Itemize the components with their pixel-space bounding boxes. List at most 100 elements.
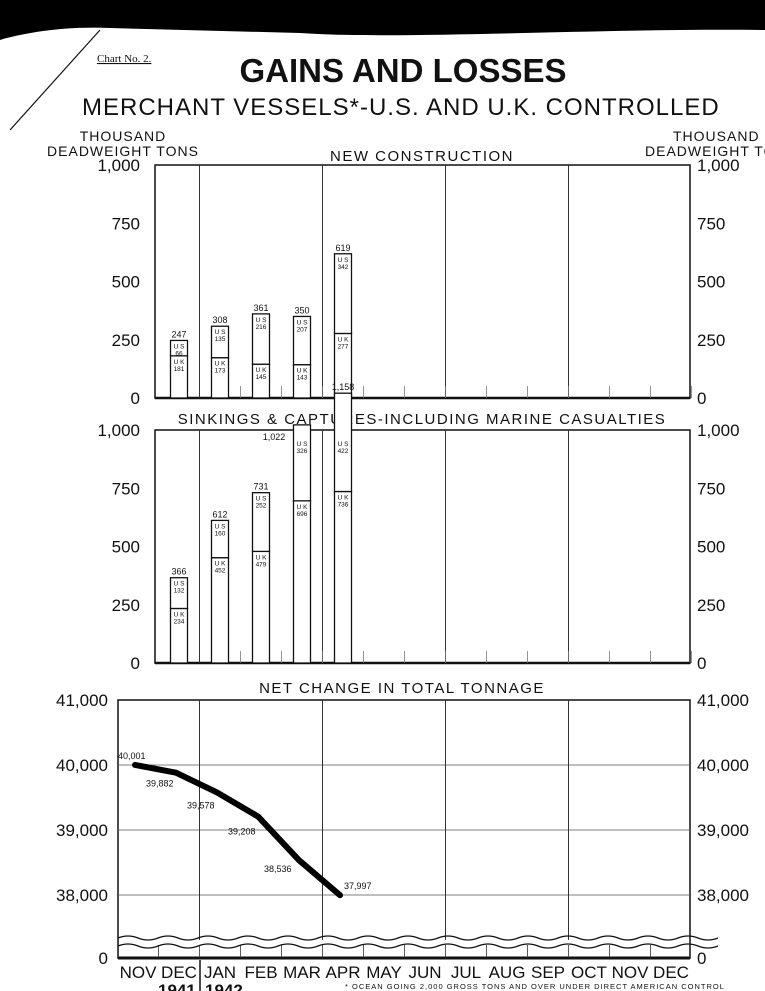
bar-segment-uk-name: U K	[174, 611, 186, 618]
y-tick-label-right: 0	[697, 949, 706, 968]
bar-segment-us-value: 132	[174, 588, 185, 595]
bar-segment-us-value: 252	[256, 503, 267, 510]
y-tick-label-left: 1,000	[97, 156, 140, 175]
bar-total-label: 1,158	[332, 382, 355, 392]
bar-segment-us-value: 160	[215, 530, 226, 537]
data-point-label: 39,882	[146, 779, 174, 789]
bar-segment-uk-value: 277	[338, 343, 349, 350]
bar-total-label: 366	[171, 567, 186, 577]
month-label: DEC	[161, 963, 197, 982]
y-tick-label-left: 41,000	[56, 691, 108, 710]
y-tick-label-right: 40,000	[697, 756, 749, 775]
bar-segment-us-value: 422	[338, 448, 349, 455]
bar-segment-us-name: U S	[297, 319, 309, 326]
bar-segment-us-value: 66	[175, 350, 183, 357]
year-1942: 1942	[205, 981, 243, 991]
bar-segment-uk-value: 181	[174, 366, 185, 373]
bar-segment-us-name: U S	[338, 257, 350, 264]
bar-segment-us	[333, 392, 353, 493]
footnote: * OCEAN GOING 2,000 GROSS TONS AND OVER …	[345, 982, 725, 991]
bar-segment-uk-name: U K	[215, 561, 227, 568]
bar-segment-us-name: U S	[297, 441, 309, 448]
month-label: SEP	[531, 963, 565, 982]
y-tick-label-right: 750	[697, 479, 725, 498]
bar-segment-uk	[333, 490, 353, 664]
bar-segment-us	[210, 519, 230, 559]
bar-segment-uk-name: U K	[338, 495, 350, 502]
bar-segment-uk-value: 173	[215, 368, 226, 375]
bar-total-label: 1,022	[263, 432, 286, 442]
month-label: JUL	[451, 963, 481, 982]
bar-segment-us-name: U S	[215, 523, 227, 530]
bar-segment-us-value: 342	[338, 264, 349, 271]
data-point	[337, 892, 343, 898]
bar-segment-us-value: 135	[215, 336, 226, 343]
bar-segment-us-value: 207	[297, 326, 308, 333]
y-tick-label-left: 250	[112, 596, 140, 615]
data-point-label: 40,001	[118, 751, 146, 761]
bar-segment-uk-value: 479	[256, 561, 267, 568]
y-tick-label-left: 250	[112, 331, 140, 350]
data-point	[296, 857, 302, 863]
y-tick-label-left: 750	[112, 214, 140, 233]
bar-segment-uk-name: U K	[338, 336, 350, 343]
bar-segment-us	[333, 253, 353, 335]
y-tick-label-left: 39,000	[56, 821, 108, 840]
y-tick-label-left: 0	[99, 949, 108, 968]
bar-segment-us-name: U S	[256, 496, 268, 503]
y-tick-label-right: 1,000	[697, 421, 740, 440]
y-tick-label-left: 1,000	[97, 421, 140, 440]
chart-title: GAINS AND LOSSES	[240, 52, 567, 89]
scan-black-border	[0, 0, 765, 40]
panel-title: NET CHANGE IN TOTAL TONNAGE	[259, 680, 545, 697]
bar-segment-us-value: 326	[297, 448, 308, 455]
bar-total-label: 612	[212, 509, 227, 519]
bar-segment-uk-name: U K	[256, 554, 268, 561]
month-label: MAR	[283, 963, 321, 982]
bar-segment-uk-value: 234	[174, 618, 185, 625]
bar-segment-uk-name: U K	[297, 368, 309, 375]
bar-total-label: 361	[253, 303, 268, 313]
plot-frame	[154, 164, 691, 399]
bar-segment-uk-name: U K	[297, 504, 309, 511]
axis-break-line	[117, 943, 719, 949]
month-label: AUG	[489, 963, 526, 982]
y-tick-label-right: 750	[697, 214, 725, 233]
bar-total-label: 350	[294, 305, 309, 315]
plot-frame	[154, 429, 691, 664]
y-tick-label-right: 1,000	[697, 156, 740, 175]
chart-subtitle: MERCHANT VESSELS*-U.S. AND U.K. CONTROLL…	[82, 94, 720, 121]
bar-segment-us-name: U S	[338, 441, 350, 448]
month-label: NOV	[612, 963, 650, 982]
net-tonnage-line	[132, 761, 343, 899]
year-1941: 1941	[158, 981, 196, 991]
bar-segment-us	[210, 325, 230, 359]
bar-segment-uk-value: 696	[297, 511, 308, 518]
y-tick-label-left: 750	[112, 479, 140, 498]
bar-total-label: 619	[335, 243, 350, 253]
bar-segment-uk-value: 736	[338, 502, 349, 509]
bar-segment-uk-name: U K	[256, 367, 268, 374]
month-label: OCT	[571, 963, 607, 982]
chart-number: Chart No. 2.	[97, 53, 152, 65]
month-label: FEB	[244, 963, 277, 982]
data-point	[255, 813, 261, 819]
bar-segment-uk-name: U K	[174, 359, 186, 366]
y-tick-label-right: 250	[697, 596, 725, 615]
unit-right-line1: THOUSAND	[673, 128, 760, 144]
bar-segment-us	[251, 313, 271, 365]
y-tick-label-left: 38,000	[56, 886, 108, 905]
unit-left-line1: THOUSAND	[80, 128, 167, 144]
y-tick-label-right: 500	[697, 273, 725, 292]
bar-segment-uk-value: 143	[297, 375, 308, 382]
bar-segment-us	[169, 577, 189, 610]
bar-segment-us-name: U S	[174, 343, 186, 350]
unit-right-line2: DEADWEIGHT TONS	[645, 143, 765, 159]
axis-break-line	[117, 935, 719, 941]
y-tick-label-right: 0	[697, 389, 706, 408]
bar-total-label: 247	[171, 329, 186, 339]
data-point-label: 37,997	[344, 881, 372, 891]
bar-segment-us	[292, 315, 312, 366]
y-tick-label-left: 0	[131, 654, 140, 673]
